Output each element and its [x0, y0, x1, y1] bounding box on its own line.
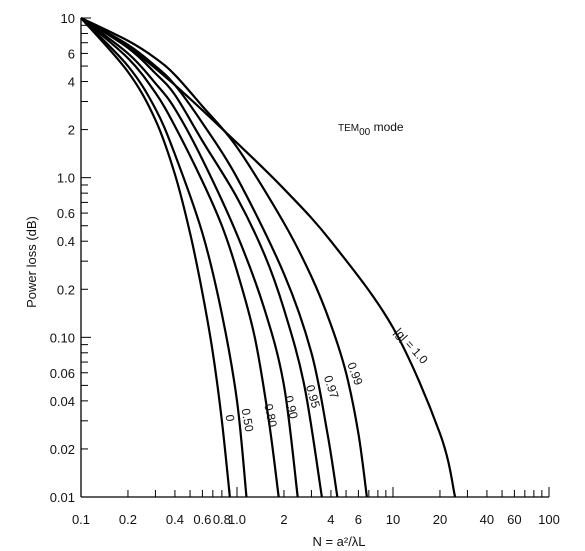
x-tick-label: 100 — [538, 512, 560, 527]
y-tick-label: 2 — [68, 123, 75, 138]
x-tick-label: 0.8 — [213, 512, 231, 527]
mode-annotation: TEM00 mode — [338, 120, 404, 138]
x-axis-title: N = a²/λL — [312, 534, 365, 549]
x-tick-label: 0.6 — [193, 512, 211, 527]
series-curve — [80, 17, 231, 498]
series-curves — [80, 17, 457, 498]
series-label: 0 — [223, 414, 238, 423]
x-tick-label: 40 — [480, 512, 494, 527]
x-tick-label: 4 — [327, 512, 334, 527]
series-curve — [80, 17, 457, 498]
x-tick-label: 60 — [507, 512, 521, 527]
x-axis-ticks: 0.1 0.2 0.4 0.6 0.81.0 2 4 6 10 20 40 60 100 — [72, 487, 560, 527]
y-tick-label: 0.01 — [50, 490, 75, 505]
series-curve — [80, 17, 280, 498]
y-tick-label: 6 — [68, 46, 75, 61]
series-label: 0.95 — [303, 383, 323, 410]
mode-annotation-suffix: mode — [370, 120, 404, 134]
x-tick-label: 0.4 — [166, 512, 184, 527]
y-axis-ticks: 0.01 0.02 0.04 0.06 0.10 0.2 0.4 0.6 1.0 2 4 6 10 — [50, 11, 91, 505]
series-label: 0.50 — [239, 407, 257, 433]
x-tick-label: 2 — [280, 512, 287, 527]
series-curve — [80, 17, 339, 498]
series-curve — [80, 17, 299, 498]
y-tick-label: 0.10 — [50, 330, 75, 345]
series-labels: 0 0.50 0.80 0.90 0.950.97 0.99|g| = 1.0 — [223, 325, 431, 433]
series-label: 0.80 — [261, 403, 280, 429]
y-tick-label: 4 — [68, 75, 75, 90]
x-tick-label: 6 — [355, 512, 362, 527]
series-curve — [80, 17, 368, 498]
mode-annotation-prefix: TEM — [338, 123, 359, 134]
y-tick-label: 10 — [61, 11, 75, 26]
mode-annotation-subscript: 00 — [359, 127, 371, 138]
y-tick-label: 0.04 — [50, 394, 75, 409]
y-tick-label: 1.0 — [57, 171, 75, 186]
x-tick-label: 20 — [433, 512, 447, 527]
y-tick-label: 0.2 — [57, 282, 75, 297]
series-label: 0.97 — [321, 374, 342, 401]
series-label: 0.90 — [282, 394, 301, 420]
x-tick-label: 10 — [386, 512, 400, 527]
x-tick-label: 1.0 — [228, 512, 246, 527]
series-curve — [80, 17, 248, 498]
y-tick-label: 0.4 — [57, 234, 75, 249]
y-tick-label: 0.02 — [50, 442, 75, 457]
x-tick-label: 0.1 — [72, 512, 90, 527]
y-axis-title: Power loss (dB) — [24, 216, 39, 308]
plot-frame — [80, 18, 549, 498]
x-tick-label: 0.2 — [119, 512, 137, 527]
series-curve — [80, 17, 323, 498]
y-tick-label: 0.06 — [50, 366, 75, 381]
y-tick-label: 0.6 — [57, 206, 75, 221]
